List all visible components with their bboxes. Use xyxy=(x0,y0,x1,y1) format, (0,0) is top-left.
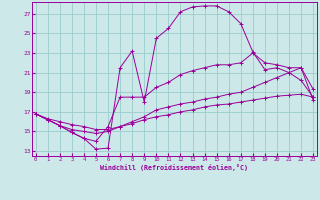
X-axis label: Windchill (Refroidissement éolien,°C): Windchill (Refroidissement éolien,°C) xyxy=(100,164,248,171)
